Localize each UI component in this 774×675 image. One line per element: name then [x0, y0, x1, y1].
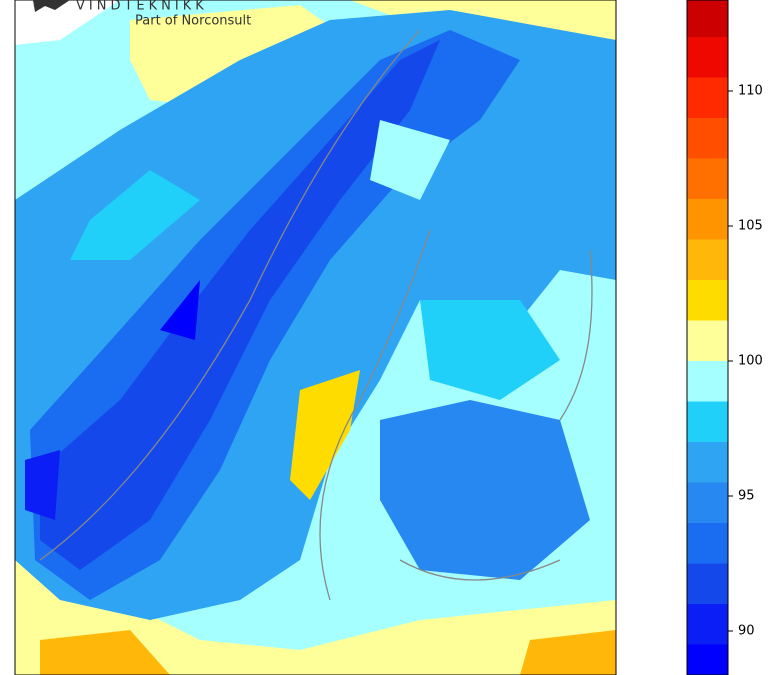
colorbar-tick-label: 110 — [738, 83, 763, 98]
colorbar-tick-label: 105 — [738, 218, 763, 233]
colorbar-tick-label: 100 — [738, 353, 763, 368]
colorbar-band — [687, 603, 728, 645]
logo-name: VINDTEKNIKK — [76, 0, 208, 14]
colorbar-band — [687, 198, 728, 240]
colorbar-band — [687, 239, 728, 280]
colorbar-band — [687, 77, 728, 118]
colorbar: 90 95 100 105 110 — [686, 0, 763, 675]
colorbar-tick-label: 90 — [738, 623, 755, 638]
logo-subtitle: Part of Norconsult — [135, 14, 251, 29]
map-frame — [14, 0, 617, 675]
colorbar-band — [687, 0, 728, 37]
colorbar-band — [687, 482, 728, 523]
colorbar-band — [687, 279, 728, 321]
colorbar-band — [687, 522, 728, 564]
map — [15, 0, 616, 675]
colorbar-band — [687, 563, 728, 604]
colorbar-band — [687, 158, 728, 199]
colorbar-tick-label: 95 — [738, 488, 755, 503]
colorbar-band — [687, 36, 728, 78]
colorbar-band — [687, 401, 728, 442]
colorbar-band — [687, 117, 728, 159]
colorbar-frame — [686, 0, 729, 675]
colorbar-band — [687, 360, 728, 402]
colorbar-band — [687, 320, 728, 361]
colorbar-band — [687, 644, 728, 675]
logo-icon — [33, 0, 70, 12]
colorbar-band — [687, 441, 728, 483]
